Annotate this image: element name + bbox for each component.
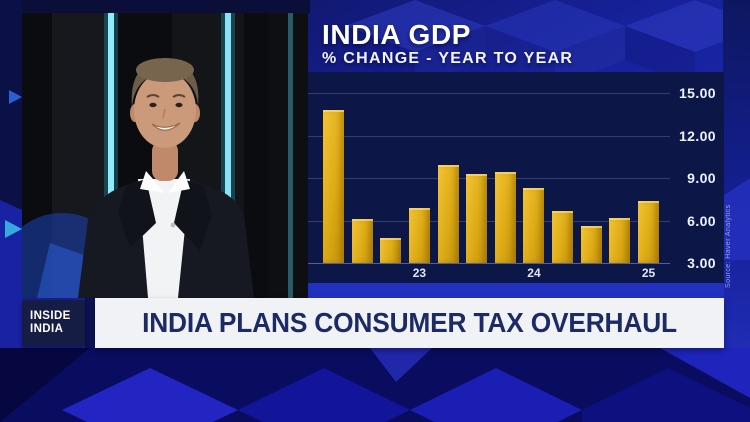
- gridline: [308, 263, 670, 264]
- gridline: [308, 178, 670, 179]
- x-axis-tick: 24: [527, 266, 541, 280]
- studio-video-frame: [22, 13, 308, 298]
- y-axis-tick: 9.00: [687, 170, 716, 186]
- gdp-bar: [580, 226, 602, 263]
- source-note: Source: Haver Analytics: [725, 204, 732, 288]
- gdp-bar: [408, 207, 430, 263]
- gdp-bar: [609, 217, 631, 263]
- gdp-bar: [380, 237, 402, 263]
- gridline: [308, 220, 670, 222]
- gdp-bar: [494, 172, 516, 263]
- bar-plot: 15.00 12.00 9.00 6.00 3.00 23 24 25: [308, 72, 724, 283]
- headline-banner: INDIA PLANS CONSUMER TAX OVERHAUL: [95, 298, 724, 348]
- gdp-bar: [523, 187, 545, 263]
- y-axis-tick: 6.00: [687, 212, 716, 229]
- y-axis-tick: 3.00: [687, 255, 716, 271]
- gdp-bar: [437, 165, 459, 263]
- gdp-bar: [351, 219, 373, 263]
- x-axis-tick: 25: [641, 266, 656, 280]
- presenter: [78, 58, 254, 298]
- flag-line-2: INDIA: [30, 323, 64, 335]
- y-axis-tick: 12.00: [678, 127, 716, 144]
- gdp-bar: [638, 200, 660, 263]
- gridline: [308, 93, 670, 94]
- y-axis-tick: 15.00: [678, 85, 716, 101]
- presenter-illustration: [22, 13, 308, 298]
- x-axis-tick: 23: [412, 266, 427, 280]
- gdp-bar: [466, 173, 488, 263]
- headline-text: INDIA PLANS CONSUMER TAX OVERHAUL: [142, 307, 677, 338]
- chart-title: INDIA GDP: [322, 19, 472, 50]
- gdp-bar-chart: 15.00 12.00 9.00 6.00 3.00 23 24 25: [308, 72, 724, 283]
- flag-line-1: INSIDE: [30, 310, 71, 323]
- gridline: [308, 135, 670, 137]
- gdp-bar: [552, 210, 574, 263]
- gdp-bar: [323, 110, 344, 263]
- show-flag: INSIDE INDIA: [22, 300, 85, 346]
- chart-subtitle: % CHANGE - YEAR TO YEAR: [322, 50, 574, 67]
